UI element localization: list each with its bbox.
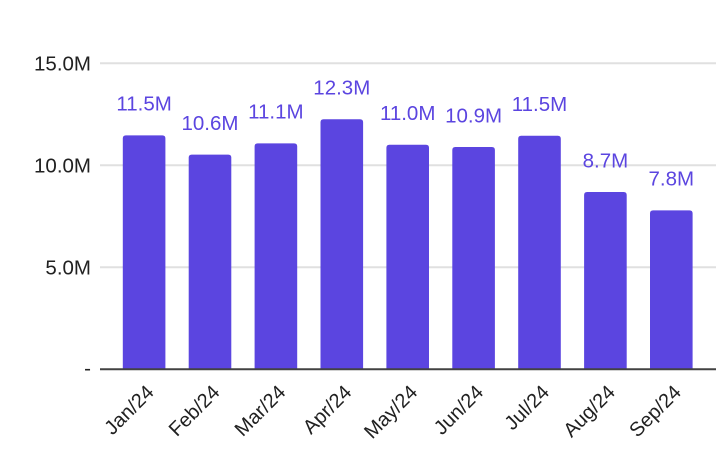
svg-text:12.3M: 12.3M: [313, 77, 370, 100]
svg-text:11.0M: 11.0M: [380, 102, 435, 125]
svg-text:10.9M: 10.9M: [445, 104, 502, 127]
svg-text:11.5M: 11.5M: [512, 93, 567, 116]
svg-text:11.5M: 11.5M: [116, 93, 171, 116]
svg-text:10.6M: 10.6M: [182, 112, 239, 135]
svg-text:5.0M: 5.0M: [45, 257, 91, 280]
svg-text:-: -: [84, 357, 91, 380]
svg-text:10.0M: 10.0M: [34, 155, 91, 178]
svg-text:7.8M: 7.8M: [649, 168, 695, 191]
svg-text:15.0M: 15.0M: [34, 53, 91, 76]
svg-text:11.1M: 11.1M: [248, 101, 303, 124]
svg-text:8.7M: 8.7M: [583, 149, 629, 172]
